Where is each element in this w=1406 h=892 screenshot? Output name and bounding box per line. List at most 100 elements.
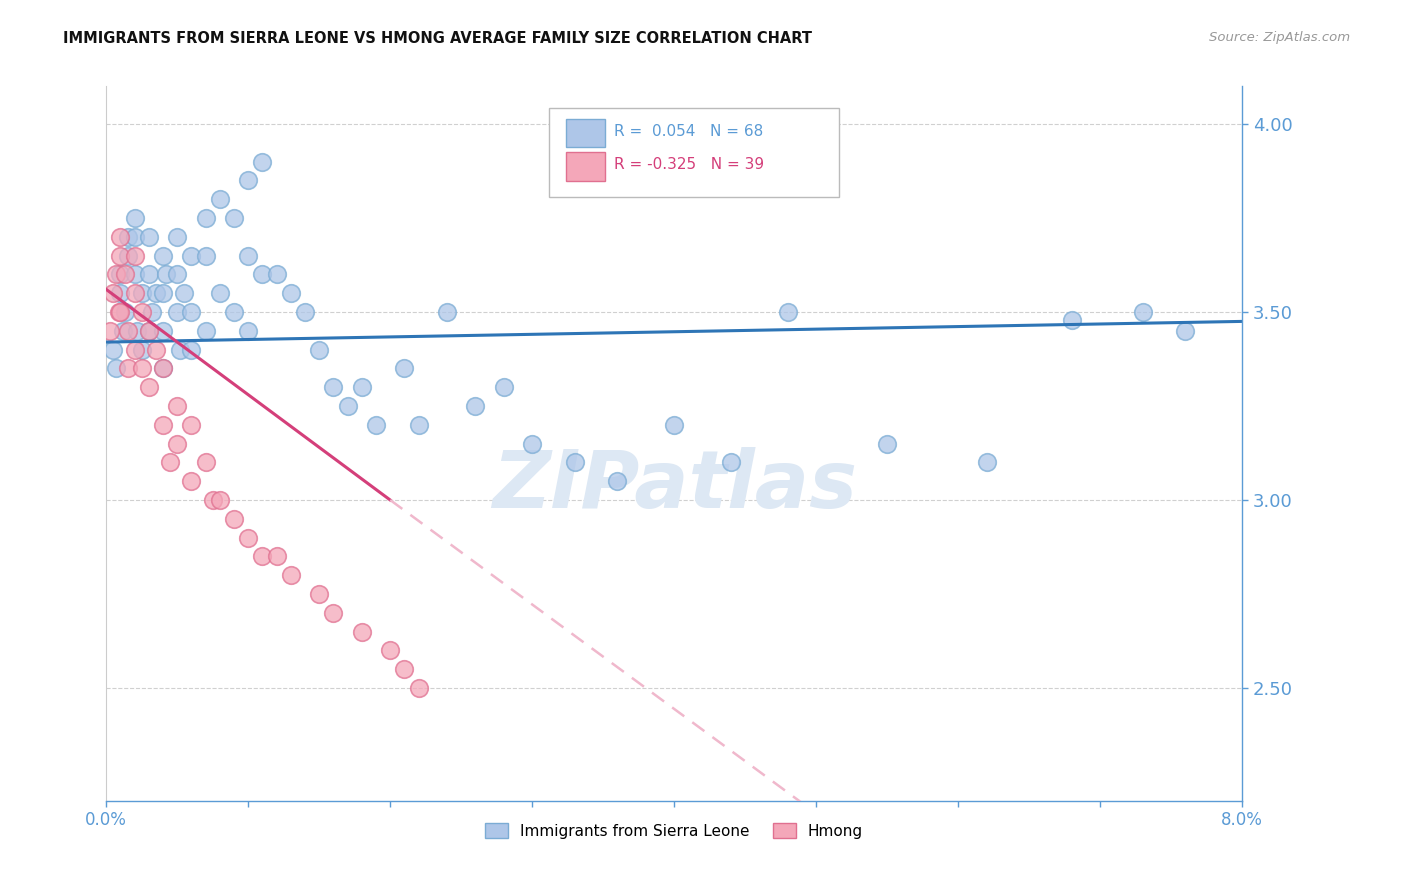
Text: ZIPatlas: ZIPatlas <box>492 448 856 525</box>
FancyBboxPatch shape <box>550 108 839 197</box>
Point <box>166 305 188 319</box>
Point <box>110 229 132 244</box>
Point <box>166 229 188 244</box>
Point <box>105 268 128 282</box>
Point <box>208 286 231 301</box>
Point <box>464 399 486 413</box>
Text: R = -0.325   N = 39: R = -0.325 N = 39 <box>614 158 763 172</box>
Text: R =  0.054   N = 68: R = 0.054 N = 68 <box>614 124 763 139</box>
Point <box>103 343 125 357</box>
Point <box>266 268 288 282</box>
Point <box>138 380 160 394</box>
Point <box>208 493 231 508</box>
Point <box>380 643 402 657</box>
Point <box>114 268 136 282</box>
FancyBboxPatch shape <box>567 119 605 147</box>
Point <box>124 343 146 357</box>
Point <box>222 211 245 225</box>
Point <box>145 343 167 357</box>
Point <box>110 305 132 319</box>
Point <box>166 436 188 450</box>
Point <box>1060 312 1083 326</box>
Point <box>322 606 344 620</box>
Point <box>720 455 742 469</box>
Point <box>252 549 274 564</box>
Point <box>776 305 799 319</box>
Point <box>117 361 139 376</box>
Point <box>166 399 188 413</box>
Point <box>152 361 174 376</box>
Text: Source: ZipAtlas.com: Source: ZipAtlas.com <box>1209 31 1350 45</box>
Point <box>1132 305 1154 319</box>
Point <box>117 249 139 263</box>
Point <box>238 249 260 263</box>
Point <box>145 286 167 301</box>
Point <box>127 324 149 338</box>
Point <box>252 154 274 169</box>
Point <box>664 417 686 432</box>
Point <box>124 211 146 225</box>
Point <box>180 474 202 488</box>
Point <box>180 249 202 263</box>
Point <box>308 343 330 357</box>
Point <box>131 361 153 376</box>
Point <box>322 380 344 394</box>
Text: IMMIGRANTS FROM SIERRA LEONE VS HMONG AVERAGE FAMILY SIZE CORRELATION CHART: IMMIGRANTS FROM SIERRA LEONE VS HMONG AV… <box>63 31 813 46</box>
Point <box>100 324 122 338</box>
Point <box>108 305 131 319</box>
Point <box>152 417 174 432</box>
Point <box>294 305 316 319</box>
Point <box>194 455 217 469</box>
Point <box>238 173 260 187</box>
Legend: Immigrants from Sierra Leone, Hmong: Immigrants from Sierra Leone, Hmong <box>481 818 868 843</box>
Point <box>194 211 217 225</box>
Point <box>112 324 135 338</box>
Point <box>266 549 288 564</box>
Point <box>138 324 160 338</box>
Point <box>208 192 231 206</box>
Point <box>238 531 260 545</box>
Point <box>110 268 132 282</box>
Point <box>876 436 898 450</box>
Point <box>152 361 174 376</box>
Point <box>124 249 146 263</box>
Point <box>124 229 146 244</box>
Point <box>976 455 998 469</box>
Point <box>522 436 544 450</box>
Point <box>166 268 188 282</box>
Point <box>169 343 191 357</box>
Point <box>114 305 136 319</box>
Point <box>117 324 139 338</box>
Point <box>194 249 217 263</box>
Point <box>564 455 586 469</box>
Point <box>103 286 125 301</box>
Point <box>152 249 174 263</box>
Point <box>180 305 202 319</box>
Point <box>131 343 153 357</box>
Point <box>394 361 416 376</box>
Point <box>350 624 373 639</box>
Point <box>238 324 260 338</box>
Point <box>138 324 160 338</box>
Point <box>124 286 146 301</box>
Point <box>141 305 163 319</box>
Point <box>138 268 160 282</box>
Point <box>252 268 274 282</box>
Point <box>408 681 430 695</box>
Point <box>394 662 416 676</box>
Point <box>180 343 202 357</box>
Point <box>117 229 139 244</box>
Point <box>124 268 146 282</box>
Point <box>1174 324 1197 338</box>
Point <box>173 286 195 301</box>
Point <box>408 417 430 432</box>
Point <box>152 286 174 301</box>
Point <box>350 380 373 394</box>
Point <box>606 474 628 488</box>
Point <box>131 286 153 301</box>
FancyBboxPatch shape <box>567 153 605 181</box>
Point <box>222 512 245 526</box>
Point <box>280 568 302 582</box>
Point <box>110 249 132 263</box>
Point <box>159 455 181 469</box>
